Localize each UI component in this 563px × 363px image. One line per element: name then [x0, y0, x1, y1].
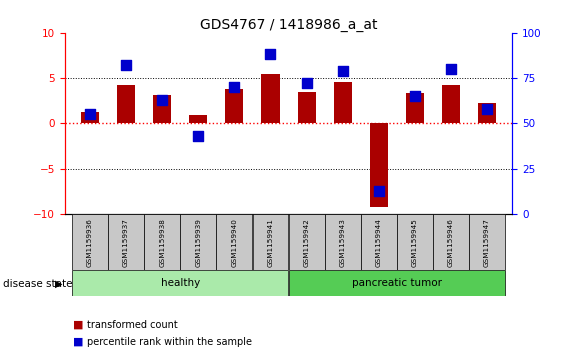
- Bar: [81, 112, 99, 123]
- Bar: [253, 214, 288, 270]
- Bar: [225, 89, 243, 123]
- Point: [122, 62, 131, 68]
- Text: pancreatic tumor: pancreatic tumor: [352, 278, 442, 288]
- Bar: [72, 214, 108, 270]
- Bar: [261, 73, 279, 123]
- Bar: [117, 85, 135, 123]
- Text: GSM1159945: GSM1159945: [412, 218, 418, 267]
- Text: GSM1159943: GSM1159943: [339, 218, 346, 267]
- Bar: [72, 270, 288, 296]
- Bar: [289, 270, 505, 296]
- Bar: [397, 214, 433, 270]
- Bar: [108, 214, 144, 270]
- Point: [194, 133, 203, 139]
- Text: GSM1159940: GSM1159940: [231, 218, 238, 267]
- Text: ▶: ▶: [55, 279, 62, 289]
- Point: [86, 111, 95, 117]
- Bar: [189, 115, 207, 123]
- Bar: [361, 214, 397, 270]
- Bar: [433, 214, 469, 270]
- Bar: [370, 123, 388, 207]
- Point: [374, 188, 383, 193]
- Text: GSM1159942: GSM1159942: [303, 218, 310, 267]
- Text: GSM1159937: GSM1159937: [123, 218, 129, 267]
- Text: GSM1159941: GSM1159941: [267, 218, 274, 267]
- Bar: [442, 85, 460, 123]
- Bar: [406, 93, 424, 123]
- Text: healthy: healthy: [160, 278, 200, 288]
- Text: GSM1159946: GSM1159946: [448, 218, 454, 267]
- Bar: [478, 103, 496, 123]
- Title: GDS4767 / 1418986_a_at: GDS4767 / 1418986_a_at: [200, 18, 377, 32]
- Point: [302, 81, 311, 86]
- Bar: [298, 92, 316, 123]
- Bar: [289, 214, 324, 270]
- Text: GSM1159936: GSM1159936: [87, 218, 93, 267]
- Text: ■: ■: [73, 337, 84, 347]
- Bar: [334, 82, 352, 123]
- Text: percentile rank within the sample: percentile rank within the sample: [87, 337, 252, 347]
- Point: [266, 52, 275, 57]
- Bar: [325, 214, 361, 270]
- Text: disease state: disease state: [3, 279, 72, 289]
- Text: GSM1159947: GSM1159947: [484, 218, 490, 267]
- Text: GSM1159939: GSM1159939: [195, 218, 202, 267]
- Point: [410, 93, 419, 99]
- Text: GSM1159938: GSM1159938: [159, 218, 165, 267]
- Text: GSM1159944: GSM1159944: [376, 218, 382, 267]
- Point: [230, 84, 239, 90]
- Text: transformed count: transformed count: [87, 320, 178, 330]
- Point: [158, 97, 167, 103]
- Point: [482, 106, 491, 112]
- Bar: [144, 214, 180, 270]
- Point: [446, 66, 455, 72]
- Bar: [469, 214, 505, 270]
- Text: ■: ■: [73, 320, 84, 330]
- Bar: [180, 214, 216, 270]
- Bar: [216, 214, 252, 270]
- Bar: [153, 95, 171, 123]
- Point: [338, 68, 347, 74]
